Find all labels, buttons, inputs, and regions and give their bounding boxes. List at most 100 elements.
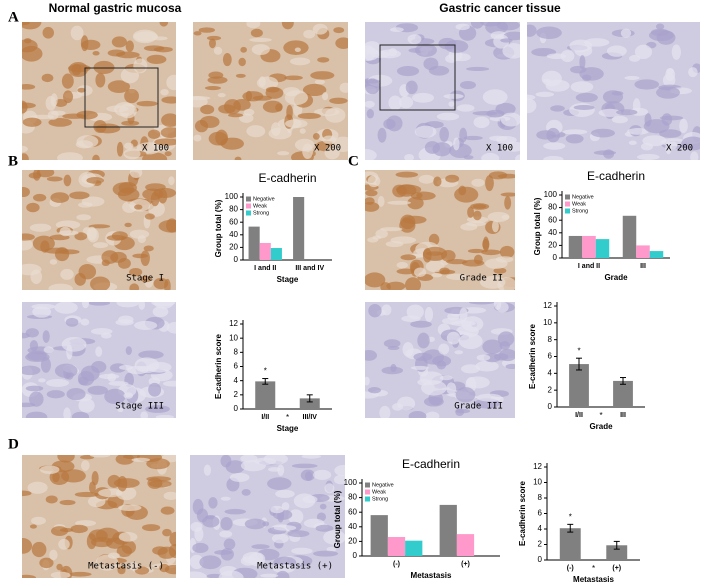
tissue xyxy=(208,38,217,49)
tissue xyxy=(213,46,223,55)
tissue xyxy=(38,378,46,383)
tissue xyxy=(317,57,330,63)
tissue xyxy=(365,201,380,212)
tissue xyxy=(411,92,435,103)
tissue xyxy=(543,142,566,150)
tissue xyxy=(648,29,674,42)
bar xyxy=(613,380,633,407)
tissue xyxy=(616,109,638,116)
tissue xyxy=(202,515,220,528)
tissue xyxy=(145,405,170,413)
tissue xyxy=(339,82,348,93)
tissue xyxy=(316,512,327,522)
tissue xyxy=(208,497,218,509)
tissue xyxy=(271,533,289,544)
tissue xyxy=(76,135,99,148)
legend-swatch xyxy=(565,194,570,200)
tissue xyxy=(148,382,162,397)
tissue xyxy=(496,302,509,313)
bar xyxy=(568,235,583,258)
x-axis-label: Grade xyxy=(604,273,628,282)
tissue xyxy=(270,505,284,514)
tissue xyxy=(29,340,39,352)
tissue xyxy=(117,566,126,575)
tissue xyxy=(543,155,564,160)
tissue xyxy=(78,398,95,413)
x-tick-label: I/II xyxy=(261,414,269,421)
y-tick-label: 20 xyxy=(348,537,357,546)
x-tick-label: (+) xyxy=(461,561,470,568)
tissue xyxy=(123,455,140,460)
legend-label: Negative xyxy=(572,194,594,200)
tissue xyxy=(42,26,54,39)
image-label: X 100 xyxy=(142,144,169,154)
tissue xyxy=(313,550,339,557)
tissue xyxy=(454,350,464,355)
tissue xyxy=(49,549,58,561)
tissue xyxy=(414,267,427,277)
tissue xyxy=(22,83,36,90)
tissue xyxy=(164,151,172,157)
y-tick-label: 4 xyxy=(538,524,543,533)
annotation: * xyxy=(577,346,580,355)
tissue xyxy=(455,387,476,403)
error-bar xyxy=(620,377,626,385)
tissue xyxy=(138,350,164,359)
tissue xyxy=(527,98,537,114)
y-tick-label: 100 xyxy=(344,478,358,487)
bar xyxy=(456,534,475,556)
tissue xyxy=(42,330,50,343)
micrograph xyxy=(22,302,176,418)
tissue xyxy=(456,104,475,112)
tissue xyxy=(643,119,670,134)
bar xyxy=(439,504,457,556)
tissue xyxy=(193,31,202,36)
tissue xyxy=(98,373,120,380)
y-tick-label: 0 xyxy=(234,404,239,413)
tissue xyxy=(22,153,29,160)
tissue xyxy=(642,135,667,147)
x-axis-label: Stage xyxy=(277,424,299,433)
tissue xyxy=(454,186,479,203)
tissue xyxy=(66,387,86,401)
tissue xyxy=(476,393,502,402)
tissue xyxy=(224,508,246,515)
x-tick-label: I and II xyxy=(578,263,600,270)
tissue xyxy=(422,248,432,263)
tissue xyxy=(575,92,598,103)
tissue xyxy=(142,188,164,201)
tissue xyxy=(22,538,33,554)
tissue xyxy=(500,192,515,197)
tissue xyxy=(140,411,149,418)
tissue xyxy=(313,469,332,481)
tissue xyxy=(227,113,244,118)
tissue xyxy=(61,73,74,89)
tissue xyxy=(439,126,449,142)
tissue xyxy=(206,573,223,578)
tissue xyxy=(545,79,570,92)
tissue xyxy=(162,380,176,387)
tissue xyxy=(123,392,134,399)
tissue xyxy=(169,531,176,547)
tissue xyxy=(159,563,170,573)
tissue xyxy=(527,24,537,37)
tissue xyxy=(218,104,236,114)
tissue xyxy=(400,214,416,230)
tissue xyxy=(315,524,334,532)
tissue xyxy=(238,57,246,67)
tissue xyxy=(121,120,140,126)
tissue xyxy=(377,127,387,143)
tissue xyxy=(234,156,242,160)
y-tick-label: 60 xyxy=(348,507,357,516)
tissue xyxy=(446,259,468,265)
tissue xyxy=(573,105,595,110)
tissue xyxy=(408,411,427,418)
tissue xyxy=(383,339,401,348)
tissue xyxy=(40,240,50,253)
tissue xyxy=(448,101,455,107)
tissue xyxy=(665,68,676,82)
tissue xyxy=(251,44,270,56)
tissue xyxy=(669,141,678,150)
tissue xyxy=(584,38,610,47)
tissue xyxy=(168,543,176,559)
